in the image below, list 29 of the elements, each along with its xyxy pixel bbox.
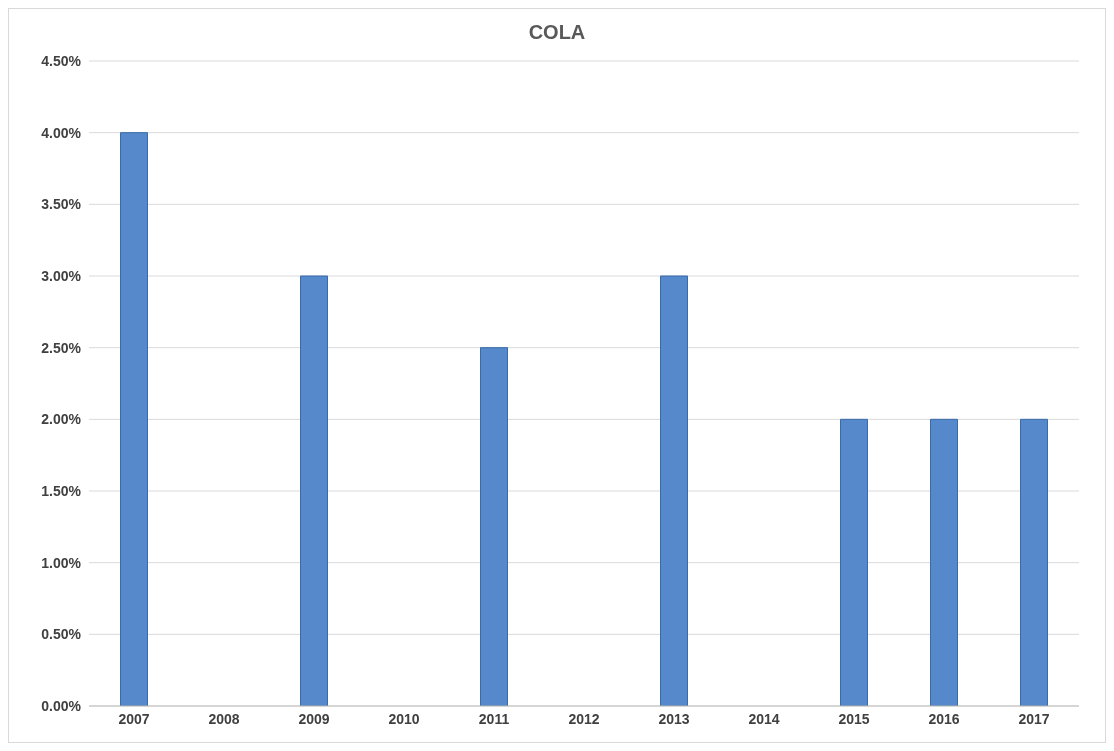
x-tick-label: 2009 <box>298 710 330 727</box>
x-tick-label: 2010 <box>388 710 420 727</box>
y-tick-label: 4.00% <box>41 124 82 141</box>
bar <box>660 275 688 706</box>
bar <box>480 347 508 706</box>
y-tick-label: 0.50% <box>41 626 82 643</box>
y-tick-label: 4.50% <box>41 52 82 69</box>
y-tick-label: 3.50% <box>41 196 82 213</box>
y-tick-label: 1.00% <box>41 554 82 571</box>
y-tick-label: 0.00% <box>41 697 82 714</box>
bar <box>1020 418 1048 706</box>
x-tick-label: 2008 <box>208 710 240 727</box>
y-tick-label: 3.00% <box>41 267 82 284</box>
y-tick-label: 1.50% <box>41 482 82 499</box>
y-tick-label: 2.50% <box>41 339 82 356</box>
bar <box>930 418 958 706</box>
x-tick-label: 2016 <box>928 710 960 727</box>
bar <box>300 275 328 706</box>
chart-title: COLA <box>527 20 587 45</box>
x-tick-label: 2007 <box>118 710 150 727</box>
y-tick-label: 2.00% <box>41 411 82 428</box>
bar <box>840 418 868 706</box>
bar <box>120 132 148 706</box>
x-tick-label: 2013 <box>658 710 690 727</box>
x-tick-label: 2017 <box>1018 710 1050 727</box>
x-tick-label: 2014 <box>748 710 780 727</box>
x-tick-label: 2011 <box>478 710 510 727</box>
x-tick-label: 2012 <box>568 710 600 727</box>
x-tick-label: 2015 <box>838 710 870 727</box>
